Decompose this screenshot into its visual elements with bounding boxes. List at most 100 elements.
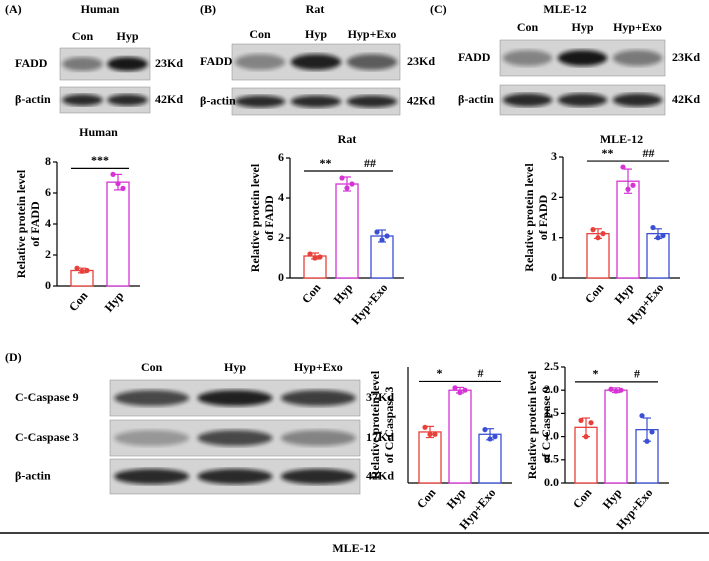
lane-label: Hyp+Exo <box>613 20 662 34</box>
data-point <box>613 388 619 394</box>
blot-band <box>290 95 342 108</box>
blot-band <box>280 430 356 446</box>
data-point <box>600 231 606 237</box>
significance-mark: * <box>593 367 599 381</box>
data-point <box>462 387 468 393</box>
bar <box>106 181 130 287</box>
band-size: 17Kd <box>366 430 394 444</box>
blot-band <box>107 94 148 106</box>
blot-band <box>234 95 286 108</box>
y-tick-label: 0.0 <box>544 475 559 489</box>
lane-label: Con <box>141 360 163 374</box>
bar <box>604 389 628 484</box>
data-point <box>625 186 631 192</box>
bar <box>478 433 502 484</box>
panel-label: (C) <box>430 2 447 16</box>
x-tick-label: Con <box>582 280 607 306</box>
data-point <box>432 431 438 437</box>
y-tick-label: 2 <box>551 189 557 203</box>
protein-label: FADD <box>458 50 491 64</box>
data-point <box>427 431 433 437</box>
data-point <box>110 171 116 177</box>
chart-title: MLE-12 <box>600 132 643 146</box>
lane-label: Hyp+Exo <box>294 360 343 374</box>
data-point <box>374 229 380 235</box>
bar <box>586 232 610 279</box>
protein-label: β-actin <box>200 93 236 107</box>
blot-band <box>280 390 356 406</box>
data-point <box>339 175 345 181</box>
blot-band <box>234 54 286 70</box>
significance-mark: * <box>437 366 443 380</box>
significance-mark: # <box>634 367 640 381</box>
caption: MLE-12 <box>332 541 375 555</box>
data-point <box>578 417 584 423</box>
y-axis-label: of FADD <box>536 194 550 240</box>
band-size: 42Kd <box>366 468 394 482</box>
y-tick-label: 2 <box>45 247 51 261</box>
blot-band <box>197 430 273 446</box>
x-tick-label: Hyp <box>600 485 625 511</box>
data-point <box>618 387 624 393</box>
y-tick-label: 0 <box>551 270 557 284</box>
band-size: 42Kd <box>672 92 700 106</box>
y-tick-label: 0 <box>45 278 51 292</box>
data-point <box>79 268 85 274</box>
data-point <box>590 227 596 233</box>
significance-mark: ## <box>364 156 376 170</box>
y-tick-label: 0.5 <box>544 452 559 466</box>
y-axis-label: Relative protein level <box>525 370 539 479</box>
y-tick-label: 1.5 <box>544 405 559 419</box>
data-point <box>482 427 488 433</box>
data-point <box>588 420 594 426</box>
x-tick-label: Con <box>299 280 324 306</box>
data-point <box>457 389 463 396</box>
data-point <box>655 235 661 241</box>
blot-band <box>346 95 398 108</box>
chart-title: Rat <box>338 132 357 146</box>
lane-label: Con <box>249 27 271 41</box>
protein-label: FADD <box>15 56 48 70</box>
chart-title: Human <box>79 125 118 139</box>
protein-label: β-actin <box>15 92 51 106</box>
blot-title: Rat <box>306 2 325 16</box>
blot-band <box>280 468 356 485</box>
x-tick-label: Hyp <box>444 485 469 511</box>
protein-label: β-actin <box>15 468 51 482</box>
band-size: 23Kd <box>407 54 435 68</box>
y-tick-label: 3 <box>551 149 557 163</box>
lane-label: Hyp <box>571 20 593 34</box>
blot-band <box>114 390 190 406</box>
data-point <box>74 265 80 271</box>
blot-band <box>197 468 273 485</box>
blot-band <box>62 94 103 106</box>
bar <box>616 180 640 279</box>
blot-band <box>557 50 608 66</box>
blot-title: Human <box>81 2 120 16</box>
x-tick-label: Con <box>570 485 595 511</box>
data-point <box>620 164 626 170</box>
panel-label: (A) <box>5 2 22 16</box>
blot-band <box>114 468 190 485</box>
blot-title: MLE-12 <box>543 2 586 16</box>
data-point <box>312 255 318 261</box>
bar <box>418 431 442 484</box>
y-tick-label: 1 <box>551 229 557 243</box>
x-tick-label: Con <box>414 485 439 511</box>
data-point <box>379 237 385 243</box>
x-tick-label: Hyp <box>102 288 127 314</box>
protein-label: C-Caspase 3 <box>15 430 79 444</box>
blot-band <box>557 93 608 107</box>
blot-band <box>612 50 663 66</box>
blot-band <box>107 56 148 72</box>
band-size: 23Kd <box>155 56 183 70</box>
lane-label: Con <box>72 29 94 43</box>
significance-mark: ** <box>320 156 332 170</box>
data-point <box>84 267 90 274</box>
data-point <box>452 385 458 391</box>
lane-label: Hyp+Exo <box>348 27 397 41</box>
significance-mark: *** <box>91 153 109 167</box>
blot-band <box>502 50 553 66</box>
y-axis-label: Relative protein level <box>248 163 262 272</box>
